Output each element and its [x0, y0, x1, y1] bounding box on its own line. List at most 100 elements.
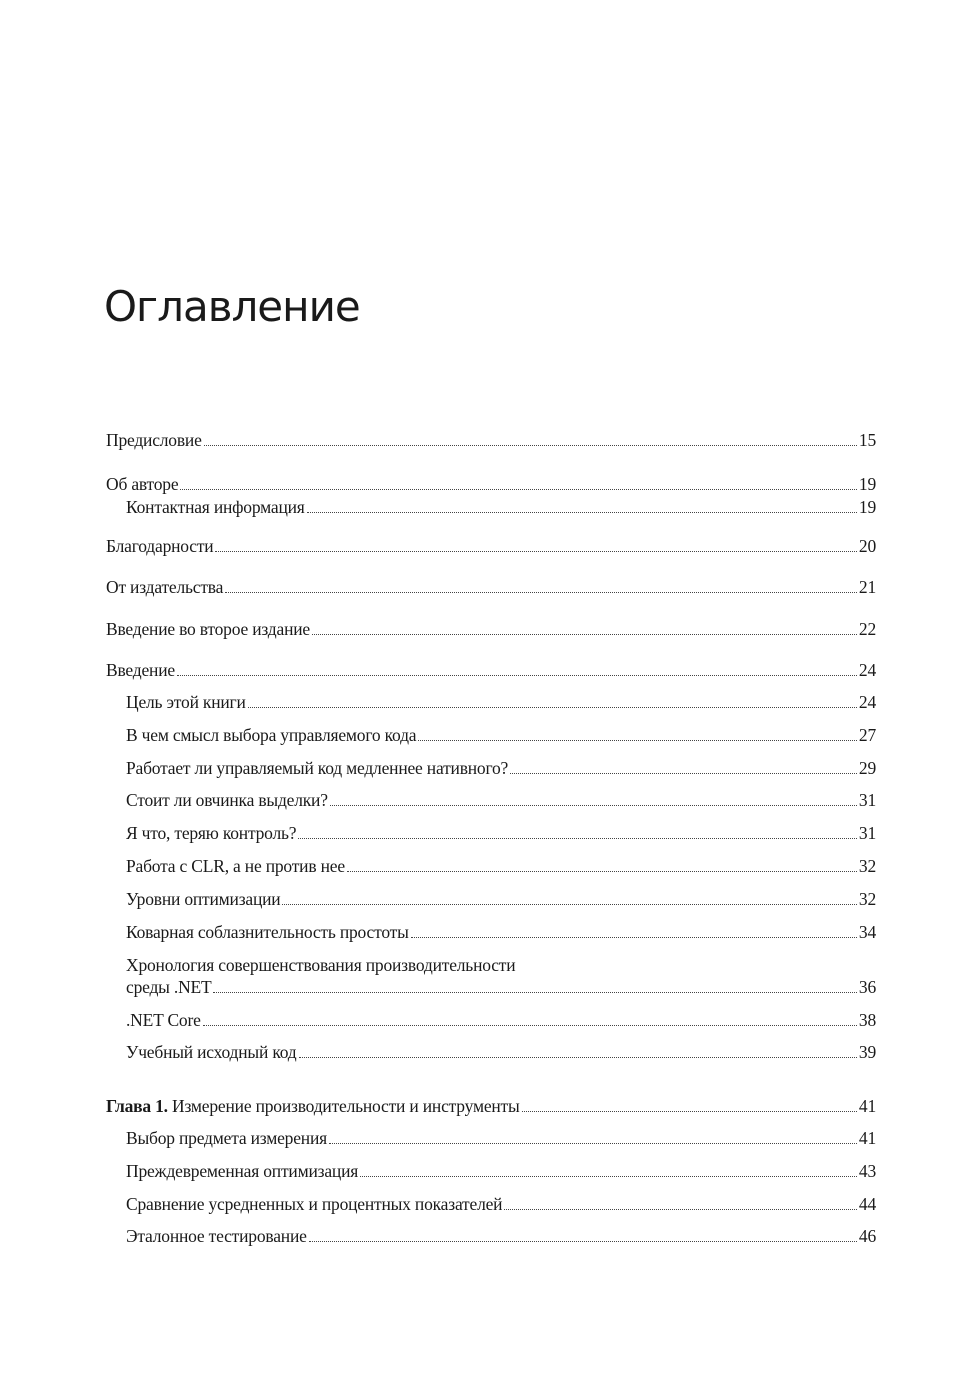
- toc-entry-title: Благодарности: [106, 536, 214, 556]
- dot-leader: [203, 445, 857, 446]
- toc-entry[interactable]: Уровни оптимизации 32: [126, 888, 876, 910]
- toc-entry-title: Преждевременная оптимизация: [126, 1161, 359, 1181]
- dot-leader: [311, 634, 857, 635]
- toc-entry-title: Работа с CLR, а не против нее: [126, 856, 345, 876]
- toc-entry-label: Я что, теряю контроль?: [126, 822, 297, 844]
- dot-leader: [346, 871, 857, 872]
- toc-entry[interactable]: .NET Core 38: [126, 1009, 876, 1031]
- dot-leader: [180, 489, 857, 490]
- dot-leader: [410, 937, 857, 938]
- toc-entry-label-line2: среды .NET: [126, 977, 212, 997]
- toc-entry-title: .NET Core: [126, 1010, 201, 1030]
- toc-entry[interactable]: Учебный исходный код 39: [126, 1041, 876, 1063]
- toc-entry-label: Стоит ли овчинка выделки?: [126, 789, 328, 811]
- toc-entry-label: Введение во второе издание: [106, 618, 310, 640]
- toc-entry-label: Работа с CLR, а не против нее: [126, 855, 345, 877]
- toc-page-number: 31: [858, 790, 876, 810]
- toc-page-number: 20: [858, 536, 876, 556]
- toc-entry[interactable]: Я что, теряю контроль? 31: [126, 822, 876, 844]
- toc-entry[interactable]: Введение 24: [106, 659, 876, 681]
- toc-entry[interactable]: Цель этой книги 24: [126, 691, 876, 713]
- toc-entry[interactable]: Благодарности 20: [106, 535, 876, 557]
- toc-page-number: 19: [858, 474, 876, 494]
- toc-entry[interactable]: Хронология совершенствования производите…: [126, 954, 876, 998]
- toc-page-number: 32: [858, 856, 876, 876]
- chapter-prefix: Глава 1.: [106, 1096, 168, 1116]
- toc-entry[interactable]: Работа с CLR, а не против нее 32: [126, 855, 876, 877]
- toc-entry[interactable]: Коварная соблазнительность простоты 34: [126, 921, 876, 943]
- dot-leader: [328, 1143, 857, 1144]
- toc-page-number: 31: [858, 823, 876, 843]
- toc-entry[interactable]: Работает ли управляемый код медленнее на…: [126, 757, 876, 779]
- toc-entry-title: Эталонное тестирование: [126, 1226, 307, 1246]
- toc-entry-line2: среды .NET 36: [126, 976, 876, 998]
- toc-entry-title: Предисловие: [106, 430, 202, 450]
- toc-entry-title: Работает ли управляемый код медленнее на…: [126, 758, 509, 778]
- toc-page-number: 36: [858, 977, 876, 997]
- dot-leader: [329, 805, 857, 806]
- toc-entry[interactable]: Стоит ли овчинка выделки? 31: [126, 789, 876, 811]
- toc-entry-title: Стоит ли овчинка выделки?: [126, 790, 328, 810]
- toc-entry-label: Контактная информация: [126, 496, 305, 518]
- toc-page-number: 24: [858, 692, 876, 712]
- toc-page-number: 22: [858, 619, 876, 639]
- toc-page-number: 44: [858, 1194, 876, 1214]
- dot-leader: [298, 1057, 857, 1058]
- toc-entry-label: Цель этой книги: [126, 691, 246, 713]
- dot-leader: [225, 592, 857, 593]
- toc-entry-label: Введение: [106, 659, 175, 681]
- dot-leader: [504, 1209, 857, 1210]
- toc-entry-label: Благодарности: [106, 535, 214, 557]
- dot-leader: [306, 512, 857, 513]
- toc-entry-label: Об авторе: [106, 473, 179, 495]
- toc-page-number: 39: [858, 1042, 876, 1062]
- toc-entry[interactable]: Глава 1. Измерение производительности и …: [106, 1095, 876, 1117]
- toc-entry-label: В чем смысл выбора управляемого кода: [126, 724, 417, 746]
- toc-entry-title: Коварная соблазнительность простоты: [126, 922, 409, 942]
- toc-entry-title: От издательства: [106, 577, 224, 597]
- toc-page-number: 15: [858, 430, 876, 450]
- toc-entry[interactable]: Преждевременная оптимизация 43: [126, 1160, 876, 1182]
- toc-entry[interactable]: Об авторе 19: [106, 473, 876, 495]
- dot-leader: [521, 1111, 857, 1112]
- toc-page-number: 29: [858, 758, 876, 778]
- toc-entry[interactable]: Введение во второе издание 22: [106, 618, 876, 640]
- toc-page-number: 46: [858, 1226, 876, 1246]
- toc-entry[interactable]: Контактная информация 19: [126, 496, 876, 518]
- toc-entry-label: Уровни оптимизации: [126, 888, 281, 910]
- toc-entry[interactable]: Эталонное тестирование 46: [126, 1225, 876, 1247]
- toc-page-number: 27: [858, 725, 876, 745]
- toc-entry-title: Введение во второе издание: [106, 619, 310, 639]
- toc-entry-label: От издательства: [106, 576, 223, 598]
- dot-leader: [176, 675, 857, 676]
- toc-entry-label: Сравнение усредненных и процентных показ…: [126, 1193, 503, 1215]
- dot-leader: [213, 992, 857, 993]
- toc-entry-title: Об авторе: [106, 474, 179, 494]
- toc-entry[interactable]: Сравнение усредненных и процентных показ…: [126, 1193, 876, 1215]
- dot-leader: [247, 707, 857, 708]
- toc-entry-label: Преждевременная оптимизация: [126, 1160, 358, 1182]
- toc-entry-title: Выбор предмета измерения: [126, 1128, 327, 1148]
- toc-entry-label: Выбор предмета измерения: [126, 1127, 327, 1149]
- dot-leader: [215, 551, 857, 552]
- toc-entry-label: Учебный исходный код: [126, 1041, 297, 1063]
- dot-leader: [308, 1241, 857, 1242]
- dot-leader: [298, 838, 857, 839]
- page-title: Оглавление: [104, 282, 361, 331]
- toc-entry[interactable]: В чем смысл выбора управляемого кода 27: [126, 724, 876, 746]
- toc-page-number: 38: [858, 1010, 876, 1030]
- toc-entry[interactable]: Предисловие 15: [106, 429, 876, 451]
- toc-entry[interactable]: Выбор предмета измерения 41: [126, 1127, 876, 1149]
- toc-entry[interactable]: От издательства 21: [106, 576, 876, 598]
- toc-entry-label: Коварная соблазнительность простоты: [126, 921, 409, 943]
- toc-entry-label: Работает ли управляемый код медленнее на…: [126, 757, 508, 779]
- toc-entry-title: Учебный исходный код: [126, 1042, 297, 1062]
- toc-entry-title: Сравнение усредненных и процентных показ…: [126, 1194, 503, 1214]
- toc-entry-title: В чем смысл выбора управляемого кода: [126, 725, 417, 745]
- toc-entry-title: Измерение производительности и инструмен…: [172, 1096, 520, 1116]
- dot-leader: [202, 1025, 857, 1026]
- toc-entry-label: Глава 1. Измерение производительности и …: [106, 1095, 520, 1117]
- toc-page-number: 34: [858, 922, 876, 942]
- toc-page-number: 41: [858, 1096, 876, 1116]
- dot-leader: [282, 904, 857, 905]
